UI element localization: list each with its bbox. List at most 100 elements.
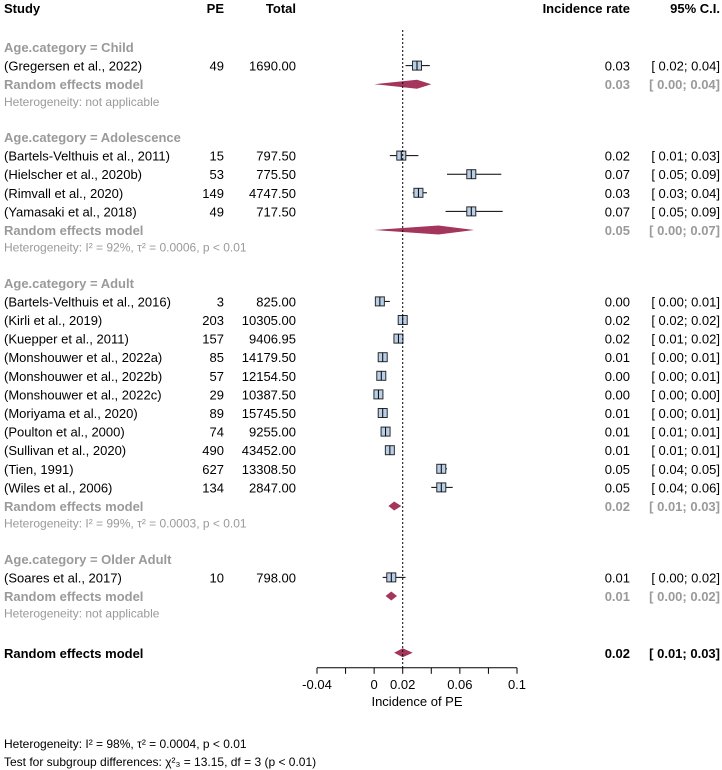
- study-total: 12154.50: [242, 369, 296, 384]
- study-total: 825.00: [256, 294, 296, 309]
- study-label: (Wiles et al., 2006): [4, 480, 112, 495]
- study-total: 9406.95: [249, 332, 296, 347]
- study-rate: 0.02: [605, 149, 630, 164]
- study-total: 1690.00: [249, 59, 296, 74]
- study-label: (Bartels-Velthuis et al., 2011): [4, 149, 170, 164]
- study-label: (Sullivan et al., 2020): [4, 443, 126, 458]
- subgroup-heterogeneity: Heterogeneity: I² = 99%, τ² = 0.0003, p …: [4, 517, 247, 531]
- study-ci: [ 0.00; 0.01]: [651, 350, 720, 365]
- overall-ci: [ 0.01; 0.03]: [649, 646, 720, 661]
- group-label: Age.category = Adolescence: [4, 130, 181, 145]
- study-ci: [ 0.05; 0.09]: [651, 167, 720, 182]
- study-label: (Rimvall et al., 2020): [4, 186, 123, 201]
- overall-rate: 0.02: [605, 646, 630, 661]
- study-rate: 0.01: [605, 350, 630, 365]
- study-total: 13308.50: [242, 462, 296, 477]
- study-total: 2847.00: [249, 480, 296, 495]
- study-label: (Hielscher et al., 2020b): [4, 167, 142, 182]
- subgroup-re-ci: [ 0.00; 0.04]: [649, 77, 720, 92]
- subgroup-re-rate: 0.03: [605, 77, 630, 92]
- study-ci: [ 0.01; 0.03]: [651, 149, 720, 164]
- subgroup-re-label: Random effects model: [4, 77, 143, 92]
- study-pe: 53: [210, 167, 224, 182]
- study-pe: 49: [210, 59, 224, 74]
- study-total: 717.50: [256, 204, 296, 219]
- study-ci: [ 0.03; 0.04]: [651, 186, 720, 201]
- study-label: (Moriyama et al., 2020): [4, 406, 138, 421]
- study-ci: [ 0.02; 0.04]: [651, 59, 720, 74]
- header-total: Total: [266, 1, 296, 16]
- subgroup-diamond: [385, 591, 397, 601]
- study-rate: 0.05: [605, 480, 630, 495]
- study-rate: 0.00: [605, 369, 630, 384]
- study-rate: 0.07: [605, 167, 630, 182]
- study-pe: 490: [202, 443, 224, 458]
- header-ci: 95% C.I.: [670, 1, 720, 16]
- study-total: 797.50: [256, 149, 296, 164]
- x-tick-label: -0.04: [302, 677, 332, 692]
- footer-heterogeneity: Heterogeneity: I² = 98%, τ² = 0.0004, p …: [4, 737, 247, 751]
- study-rate: 0.03: [605, 59, 630, 74]
- study-ci: [ 0.02; 0.02]: [651, 313, 720, 328]
- study-total: 14179.50: [242, 350, 296, 365]
- study-ci: [ 0.05; 0.09]: [651, 204, 720, 219]
- study-rate: 0.01: [605, 443, 630, 458]
- study-pe: 203: [202, 313, 224, 328]
- study-pe: 89: [210, 406, 224, 421]
- study-rate: 0.05: [605, 462, 630, 477]
- study-pe: 157: [202, 332, 224, 347]
- study-ci: [ 0.00; 0.02]: [651, 570, 720, 585]
- study-ci: [ 0.00; 0.01]: [651, 369, 720, 384]
- subgroup-re-ci: [ 0.00; 0.02]: [649, 589, 720, 604]
- x-tick-label: 0: [371, 677, 378, 692]
- study-ci: [ 0.00; 0.01]: [651, 294, 720, 309]
- subgroup-diamond: [374, 225, 475, 235]
- header-study: Study: [4, 1, 41, 16]
- subgroup-re-rate: 0.02: [605, 499, 630, 514]
- study-pe: 15: [210, 149, 224, 164]
- study-ci: [ 0.00; 0.00]: [651, 387, 720, 402]
- study-rate: 0.01: [605, 570, 630, 585]
- study-total: 10305.00: [242, 313, 296, 328]
- subgroup-heterogeneity: Heterogeneity: not applicable: [4, 95, 160, 109]
- subgroup-heterogeneity: Heterogeneity: not applicable: [4, 607, 160, 621]
- study-label: (Gregersen et al., 2022): [4, 59, 142, 74]
- study-pe: 57: [210, 369, 224, 384]
- study-total: 798.00: [256, 570, 296, 585]
- overall-diamond: [394, 648, 413, 658]
- study-label: (Kirli et al., 2019): [4, 313, 102, 328]
- study-total: 43452.00: [242, 443, 296, 458]
- study-total: 15745.50: [242, 406, 296, 421]
- subgroup-re-rate: 0.05: [605, 223, 630, 238]
- study-ci: [ 0.00; 0.01]: [651, 406, 720, 421]
- study-label: (Monshouwer et al., 2022c): [4, 387, 162, 402]
- subgroup-re-ci: [ 0.00; 0.07]: [649, 223, 720, 238]
- study-pe: 627: [202, 462, 224, 477]
- study-rate: 0.02: [605, 313, 630, 328]
- header-pe: PE: [207, 1, 225, 16]
- study-rate: 0.03: [605, 186, 630, 201]
- study-label: (Kuepper et al., 2011): [4, 332, 129, 347]
- study-label: (Monshouwer et al., 2022b): [4, 369, 162, 384]
- study-total: 9255.00: [249, 425, 296, 440]
- study-total: 775.50: [256, 167, 296, 182]
- x-tick-label: 0.02: [390, 677, 415, 692]
- study-pe: 49: [210, 204, 224, 219]
- subgroup-diamond: [374, 79, 432, 89]
- study-total: 10387.50: [242, 387, 296, 402]
- group-label: Age.category = Child: [4, 40, 134, 55]
- study-rate: 0.00: [605, 294, 630, 309]
- subgroup-re-label: Random effects model: [4, 499, 143, 514]
- study-pe: 29: [210, 387, 224, 402]
- study-pe: 134: [202, 480, 224, 495]
- study-ci: [ 0.04; 0.05]: [651, 462, 720, 477]
- study-total: 4747.50: [249, 186, 296, 201]
- overall-re-label: Random effects model: [4, 646, 143, 661]
- subgroup-re-rate: 0.01: [605, 589, 630, 604]
- study-ci: [ 0.01; 0.02]: [651, 332, 720, 347]
- study-pe: 3: [217, 294, 224, 309]
- group-label: Age.category = Adult: [4, 276, 135, 291]
- study-label: (Poulton et al., 2000): [4, 425, 125, 440]
- subgroup-re-label: Random effects model: [4, 223, 143, 238]
